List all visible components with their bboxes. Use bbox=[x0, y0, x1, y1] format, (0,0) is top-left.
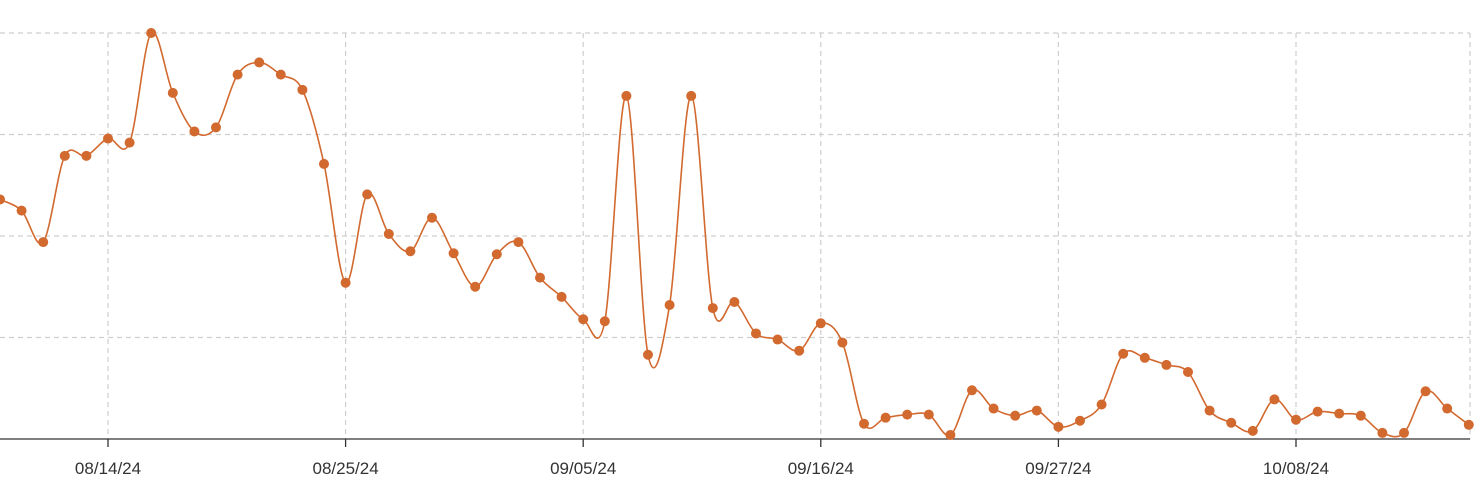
data-point bbox=[81, 150, 92, 161]
data-point bbox=[664, 300, 675, 311]
data-point bbox=[1420, 386, 1431, 397]
data-point bbox=[211, 122, 221, 133]
data-point bbox=[103, 133, 113, 144]
x-axis-labels: 08/14/24 08/25/24 09/05/24 09/16/24 09/27/24… bbox=[75, 459, 1329, 478]
data-point bbox=[578, 314, 589, 325]
data-point bbox=[1161, 359, 1172, 370]
x-tick-label: 09/05/24 bbox=[550, 459, 616, 478]
data-point bbox=[772, 334, 783, 345]
data-point bbox=[1247, 425, 1258, 436]
data-point bbox=[383, 228, 394, 239]
x-tick-label: 08/14/24 bbox=[75, 459, 141, 478]
data-point bbox=[254, 57, 265, 68]
data-point bbox=[945, 429, 956, 440]
data-point bbox=[686, 90, 697, 101]
x-tick-label: 08/25/24 bbox=[313, 459, 379, 478]
data-point bbox=[59, 150, 70, 161]
data-point bbox=[621, 90, 632, 101]
x-tick-label: 10/08/24 bbox=[1263, 459, 1329, 478]
data-point bbox=[340, 277, 351, 288]
data-point bbox=[902, 409, 913, 420]
data-point bbox=[491, 249, 502, 260]
data-point bbox=[275, 69, 286, 80]
data-point bbox=[707, 303, 718, 314]
x-tick-label: 09/16/24 bbox=[788, 459, 854, 478]
data-point bbox=[1442, 403, 1453, 414]
x-tick-label: 09/27/24 bbox=[1025, 459, 1091, 478]
data-point bbox=[16, 205, 27, 216]
data-point bbox=[923, 409, 934, 420]
data-point bbox=[837, 337, 848, 348]
data-point bbox=[1355, 410, 1366, 421]
data-point bbox=[535, 272, 545, 283]
data-point bbox=[1010, 410, 1021, 421]
data-point bbox=[988, 403, 999, 414]
data-point bbox=[1291, 414, 1301, 425]
data-point bbox=[1075, 415, 1085, 426]
data-point bbox=[1183, 367, 1193, 378]
data-point bbox=[751, 328, 761, 339]
data-point bbox=[405, 246, 416, 257]
series-line bbox=[0, 31, 1470, 438]
data-point bbox=[1053, 421, 1064, 432]
data-point bbox=[1118, 348, 1129, 359]
data-point bbox=[189, 126, 200, 137]
data-point bbox=[1269, 394, 1280, 405]
data-point bbox=[859, 418, 869, 429]
data-point bbox=[1377, 427, 1388, 438]
data-point bbox=[1204, 405, 1215, 416]
data-point bbox=[729, 296, 740, 307]
data-point bbox=[1226, 417, 1237, 428]
data-point bbox=[794, 345, 805, 356]
data-point bbox=[362, 189, 373, 200]
gridlines bbox=[0, 32, 1471, 439]
data-point bbox=[1312, 406, 1323, 417]
data-point bbox=[232, 69, 243, 80]
data-point bbox=[967, 385, 977, 396]
data-point bbox=[599, 316, 610, 327]
data-point bbox=[1096, 399, 1107, 410]
data-point bbox=[146, 28, 157, 38]
data-points bbox=[0, 28, 1474, 440]
data-point bbox=[1399, 427, 1409, 438]
data-point bbox=[297, 84, 308, 95]
data-point bbox=[1139, 352, 1150, 363]
data-point bbox=[1463, 419, 1474, 430]
x-axis-ticks bbox=[107, 439, 1297, 447]
data-point bbox=[319, 158, 329, 169]
data-point bbox=[167, 87, 178, 98]
data-point bbox=[643, 349, 653, 360]
data-point bbox=[513, 237, 524, 248]
data-point bbox=[815, 318, 826, 329]
data-point bbox=[448, 248, 459, 259]
data-point bbox=[1334, 408, 1345, 419]
data-point bbox=[38, 237, 49, 248]
data-point bbox=[1031, 405, 1042, 416]
data-point bbox=[427, 212, 437, 223]
data-point bbox=[0, 194, 5, 205]
data-point bbox=[124, 137, 135, 148]
data-point bbox=[470, 281, 481, 292]
data-point bbox=[880, 412, 891, 423]
data-point bbox=[556, 291, 567, 302]
